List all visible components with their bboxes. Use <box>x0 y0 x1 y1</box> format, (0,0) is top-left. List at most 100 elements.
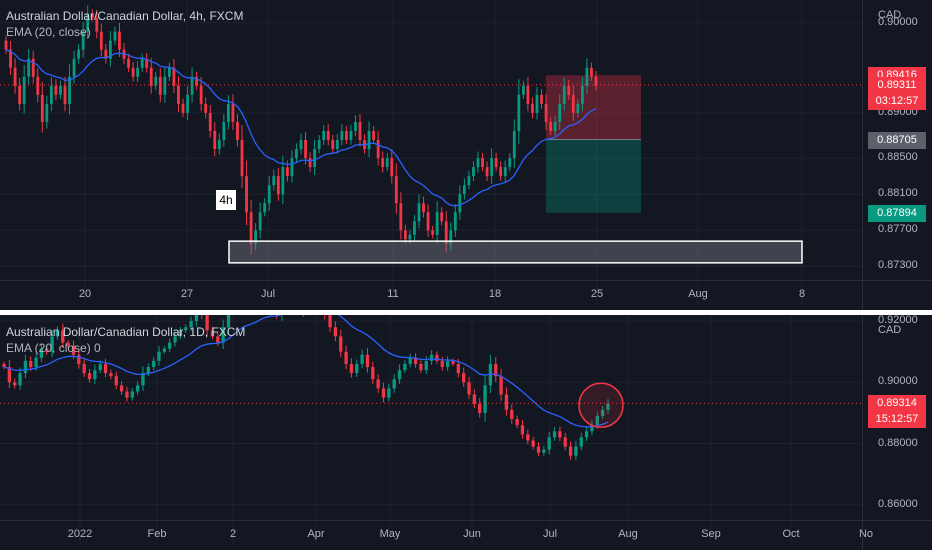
legend-4h: Australian Dollar/Canadian Dollar, 4h, F… <box>6 8 243 40</box>
candle-body <box>536 446 541 453</box>
candle-body <box>39 348 44 358</box>
candle-body <box>483 385 487 413</box>
candle-body <box>408 357 412 364</box>
symbol-title-1d[interactable]: Australian Dollar/Canadian Dollar, 1D, F… <box>6 325 246 339</box>
candle-body <box>210 330 215 337</box>
candle-body <box>517 94 521 131</box>
timeframe-badge: 4h <box>216 190 236 210</box>
candle-body <box>184 327 188 331</box>
price-tick-label: 0.88000 <box>878 436 918 449</box>
candle-body <box>186 94 189 113</box>
candle-body <box>521 85 525 95</box>
candle-body <box>372 130 376 140</box>
price-tag[interactable]: 0.89314 <box>868 395 926 413</box>
candle-body <box>444 221 448 244</box>
chart-canvas-4h[interactable] <box>0 0 932 310</box>
time-tick-label: 20 <box>78 288 92 300</box>
time-axis-4h[interactable]: 20 27 Jul 11 18 25 Aug 8 <box>0 282 862 310</box>
time-tick-label: Sep <box>701 528 721 540</box>
time-axis-border-1d <box>0 520 932 521</box>
candle-body <box>113 31 117 41</box>
candle-body <box>61 330 65 343</box>
time-axis-1d[interactable]: 2022 Feb 2 Apr May Jun Jul Aug Sep Oct No <box>0 522 873 550</box>
candle-body <box>408 234 412 240</box>
candle-body <box>299 140 303 150</box>
price-axis-1d[interactable]: CAD 0.92000 0.90000 0.88000 0.86000 0.89314 1… <box>862 314 932 520</box>
price-tick-label: 0.90000 <box>878 15 918 28</box>
candle-body <box>86 13 90 32</box>
candle-body <box>453 212 457 231</box>
time-tick-label: Jul <box>260 288 276 300</box>
candle-body <box>226 315 231 328</box>
price-tick-label: 0.86000 <box>878 497 918 510</box>
candles <box>2 315 610 461</box>
candle-body <box>499 167 503 177</box>
candle-body <box>549 121 553 131</box>
candle-body <box>552 431 557 438</box>
candle-body <box>181 103 185 113</box>
indicator-label-1d[interactable]: EMA (20, close) 0 <box>6 341 101 355</box>
reward-zone <box>546 139 641 213</box>
time-tick-label: 11 <box>387 288 399 300</box>
price-tag[interactable]: 0.88705 <box>868 131 926 149</box>
candle-body <box>360 354 364 364</box>
candle-body <box>547 437 551 450</box>
candle-body <box>333 327 338 337</box>
candle-body <box>472 394 477 404</box>
time-tick-label: No <box>858 528 874 540</box>
candle-body <box>194 315 199 322</box>
candle-body <box>18 373 22 386</box>
candle-body <box>331 140 335 150</box>
price-tag[interactable]: 0.87894 <box>868 204 926 222</box>
candle-body <box>478 403 482 413</box>
time-tick-label: 2022 <box>67 528 93 540</box>
ema-line <box>3 315 609 428</box>
candle-body <box>118 31 121 50</box>
indicator-label-4h[interactable]: EMA (20, close) <box>6 25 91 39</box>
candle-body <box>385 158 389 168</box>
time-tick-label: Jun <box>463 528 481 540</box>
chart-canvas-1d[interactable] <box>0 315 932 550</box>
candle-body <box>344 351 348 364</box>
candle-body <box>4 40 8 50</box>
candle-body <box>595 415 599 426</box>
candle-body <box>381 158 385 168</box>
time-tick-label: Aug <box>618 528 638 540</box>
symbol-title-4h[interactable]: Australian Dollar/Canadian Dollar, 4h, F… <box>6 9 244 23</box>
price-tag[interactable]: 0.89311 <box>868 76 926 94</box>
candle-body <box>481 158 484 168</box>
candle-body <box>540 94 543 104</box>
candle-body <box>467 176 471 186</box>
candle-body <box>103 363 108 374</box>
candle-body <box>600 409 605 416</box>
candle-body <box>435 212 439 235</box>
candle-body <box>584 431 589 438</box>
time-tick-label: Feb <box>147 528 167 540</box>
candle-body <box>358 121 362 140</box>
candle-body <box>344 130 348 140</box>
candle-body <box>45 103 49 122</box>
candle-body <box>462 185 466 195</box>
candle-body <box>451 360 455 364</box>
candle-body <box>204 103 208 113</box>
candle-body <box>399 203 403 231</box>
time-tick-label: 25 <box>590 288 604 300</box>
chart-pane-4h[interactable]: Australian Dollar/Canadian Dollar, 4h, F… <box>0 0 932 310</box>
candle-body <box>503 167 507 177</box>
candle-body <box>272 176 276 186</box>
chart-pane-1d[interactable]: Australian Dollar/Canadian Dollar, 1D, F… <box>0 314 932 550</box>
candle-body <box>515 419 519 426</box>
candle-body <box>195 76 199 86</box>
candle-body <box>108 40 112 59</box>
candle-body <box>236 121 239 140</box>
time-tick-label: 2 <box>229 528 237 540</box>
candle-body <box>205 315 209 331</box>
candle-body <box>590 425 594 432</box>
candle-body <box>367 130 371 150</box>
candle-body <box>189 321 193 328</box>
candle-body <box>163 76 167 95</box>
candle-body <box>249 212 253 244</box>
candle-body <box>308 158 312 168</box>
price-axis-4h[interactable]: CAD 0.90000 0.89000 0.88500 0.88100 0.87700 0… <box>862 0 932 280</box>
pane-divider[interactable] <box>0 310 932 315</box>
